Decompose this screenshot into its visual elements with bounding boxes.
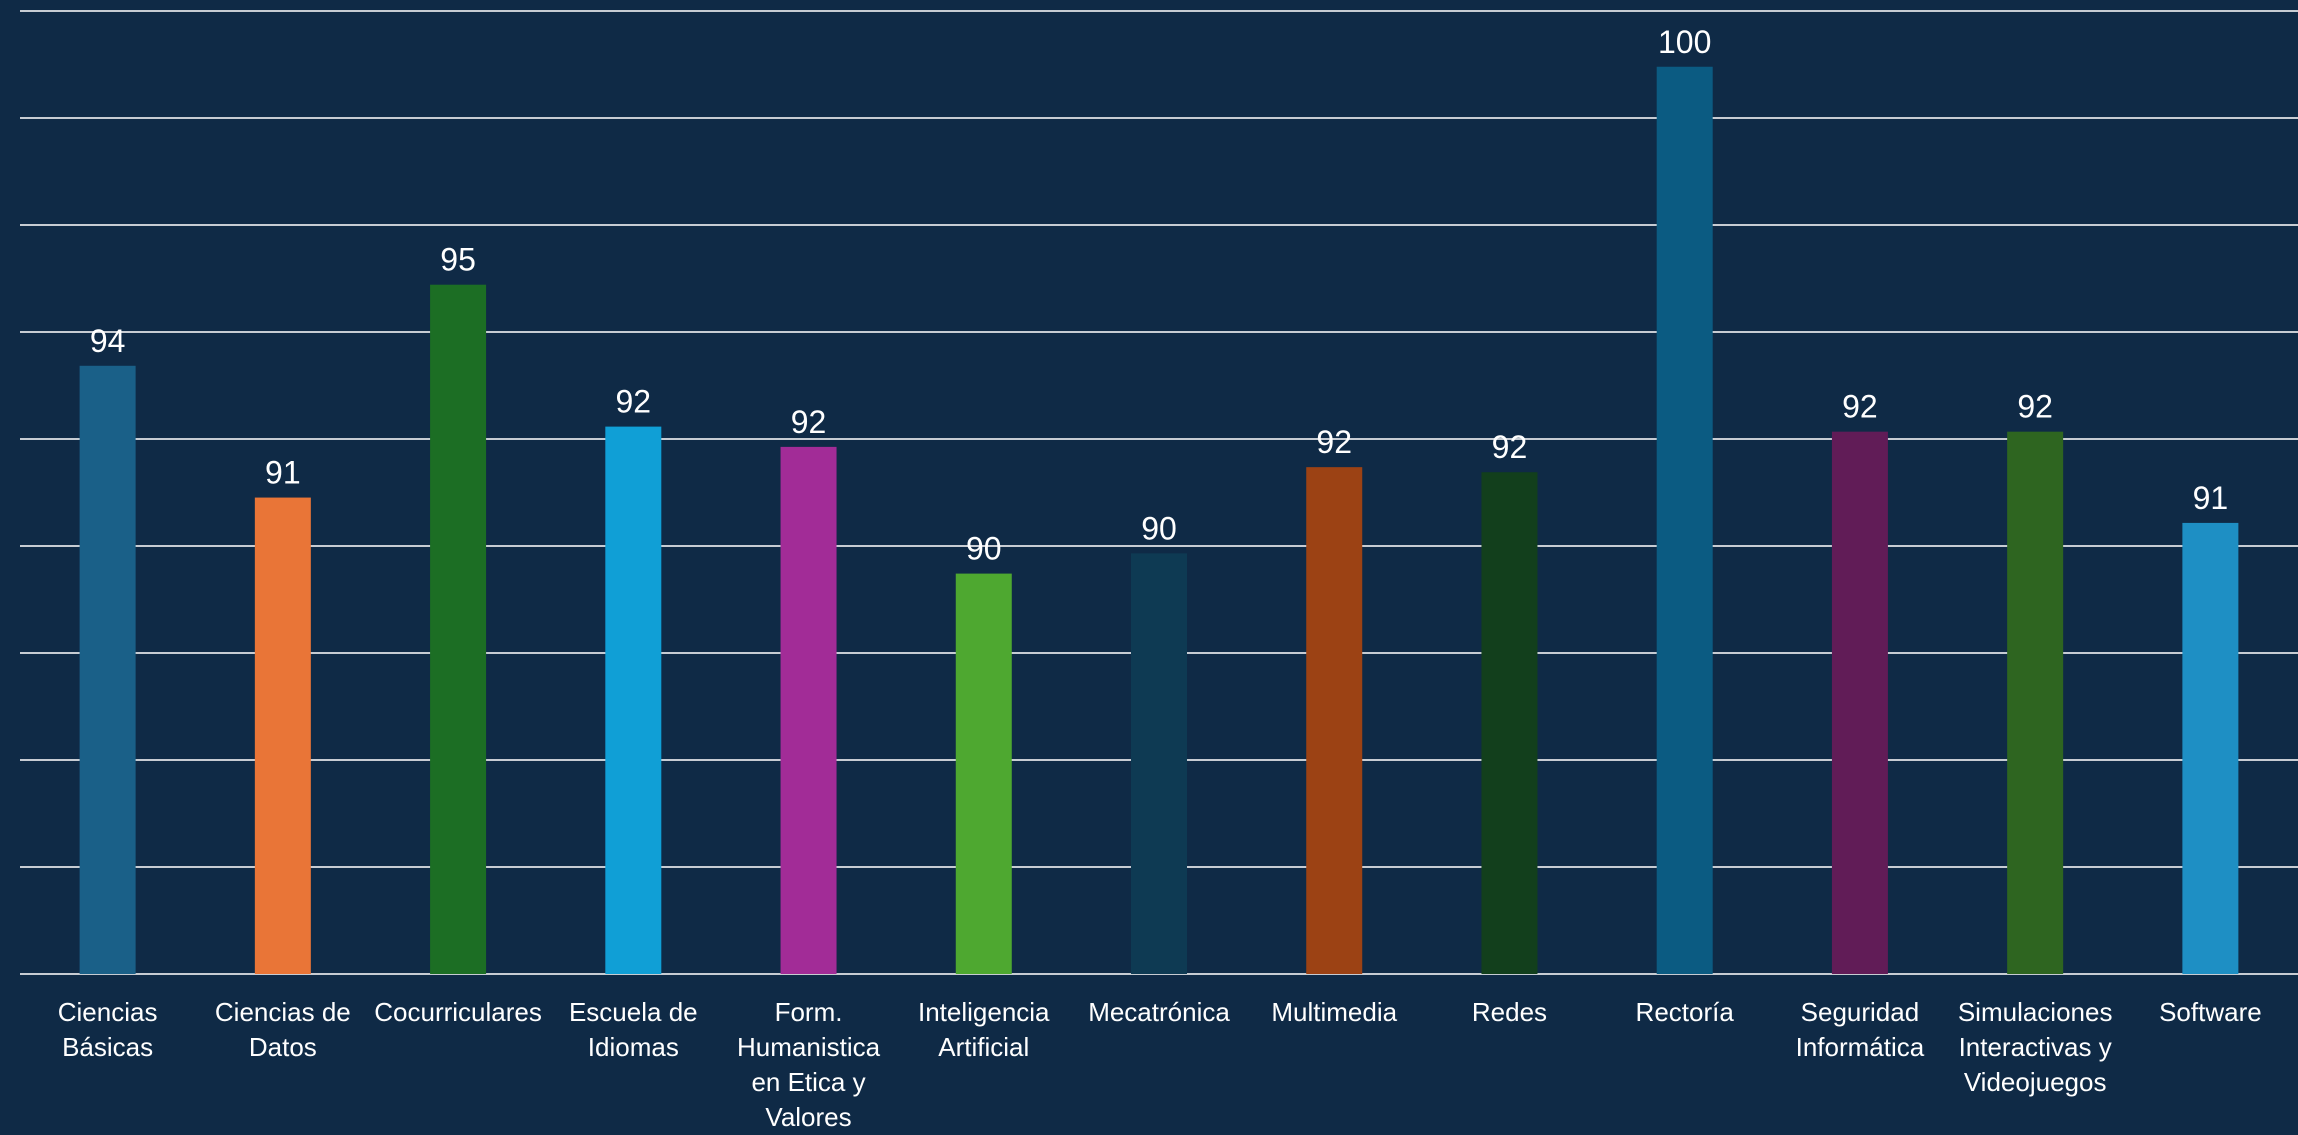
category-label-line: Rectoría [1636,997,1735,1027]
bar [1831,431,1888,974]
category-label-line: Form. [775,997,843,1027]
category-label-line: Humanistica [737,1032,881,1062]
category-label: Escuela de Idiomas [569,997,698,1062]
data-label: 94 [90,323,126,359]
data-label: 100 [1658,24,1711,60]
category-label: Mecatrónica [1088,997,1230,1027]
bar [2182,522,2239,974]
category-label-line: Valores [765,1102,851,1132]
bar [254,497,311,974]
category-label-line: Básicas [62,1032,153,1062]
category-label: Ciencias Básicas [58,997,158,1062]
category-label-line: Artificial [938,1032,1029,1062]
bar [2007,431,2064,974]
category-label-line: Videojuegos [1964,1067,2107,1097]
data-label: 92 [1316,424,1352,460]
category-label: Seguridad Informática [1796,997,1925,1062]
category-label: Software [2159,997,2262,1027]
category-label: Simulaciones Interactivas y Videojuegos [1958,997,2113,1097]
bar [1131,553,1187,974]
data-label: 92 [616,384,652,420]
category-label-line: en Etica y [751,1067,865,1097]
data-label: 91 [265,455,301,491]
data-label: 92 [2017,389,2053,425]
category-label: Rectoría [1636,997,1735,1027]
category-label: Cocurriculares [374,997,542,1027]
category-label-line: Datos [249,1032,317,1062]
category-label-line: Escuela de [569,997,698,1027]
bar [430,284,487,975]
category-label-line: Multimedia [1271,997,1397,1027]
data-label: 92 [1492,429,1528,465]
bar [1656,66,1713,975]
category-label: Redes [1472,997,1547,1027]
data-label: 92 [791,404,827,440]
bar [1306,467,1363,974]
category-label-line: Interactivas y [1959,1032,2112,1062]
bar [79,365,136,975]
category-label-line: Seguridad [1801,997,1920,1027]
category-label: Form. Humanistica en Etica y Valores [737,997,881,1132]
category-label-line: Mecatrónica [1088,997,1230,1027]
category-label-line: Ciencias de [215,997,351,1027]
bar [780,446,837,974]
category-label: Multimedia [1271,997,1397,1027]
bar [955,573,1012,974]
bar [605,426,662,974]
category-label: Inteligencia Artificial [918,997,1050,1062]
category-label-line: Idiomas [588,1032,679,1062]
category-label-line: Inteligencia [918,997,1050,1027]
bar [1481,472,1538,974]
data-labels: 94 91 95 92 92 90 90 92 92 100 92 92 91 [90,24,2228,567]
category-label-line: Informática [1796,1032,1925,1062]
category-label-line: Redes [1472,997,1547,1027]
data-label: 90 [966,531,1002,567]
category-label-line: Simulaciones [1958,997,2113,1027]
data-label: 95 [440,242,476,278]
category-label-line: Cocurriculares [374,997,542,1027]
data-label: 90 [1141,510,1177,546]
category-label-line: Software [2159,997,2262,1027]
category-label: Ciencias de Datos [215,997,351,1062]
data-label: 91 [2193,480,2229,516]
category-labels: Ciencias Básicas Ciencias de Datos Cocurricu… [58,997,2262,1132]
data-label: 92 [1842,389,1878,425]
bars [79,66,2239,975]
category-label-line: Ciencias [58,997,158,1027]
